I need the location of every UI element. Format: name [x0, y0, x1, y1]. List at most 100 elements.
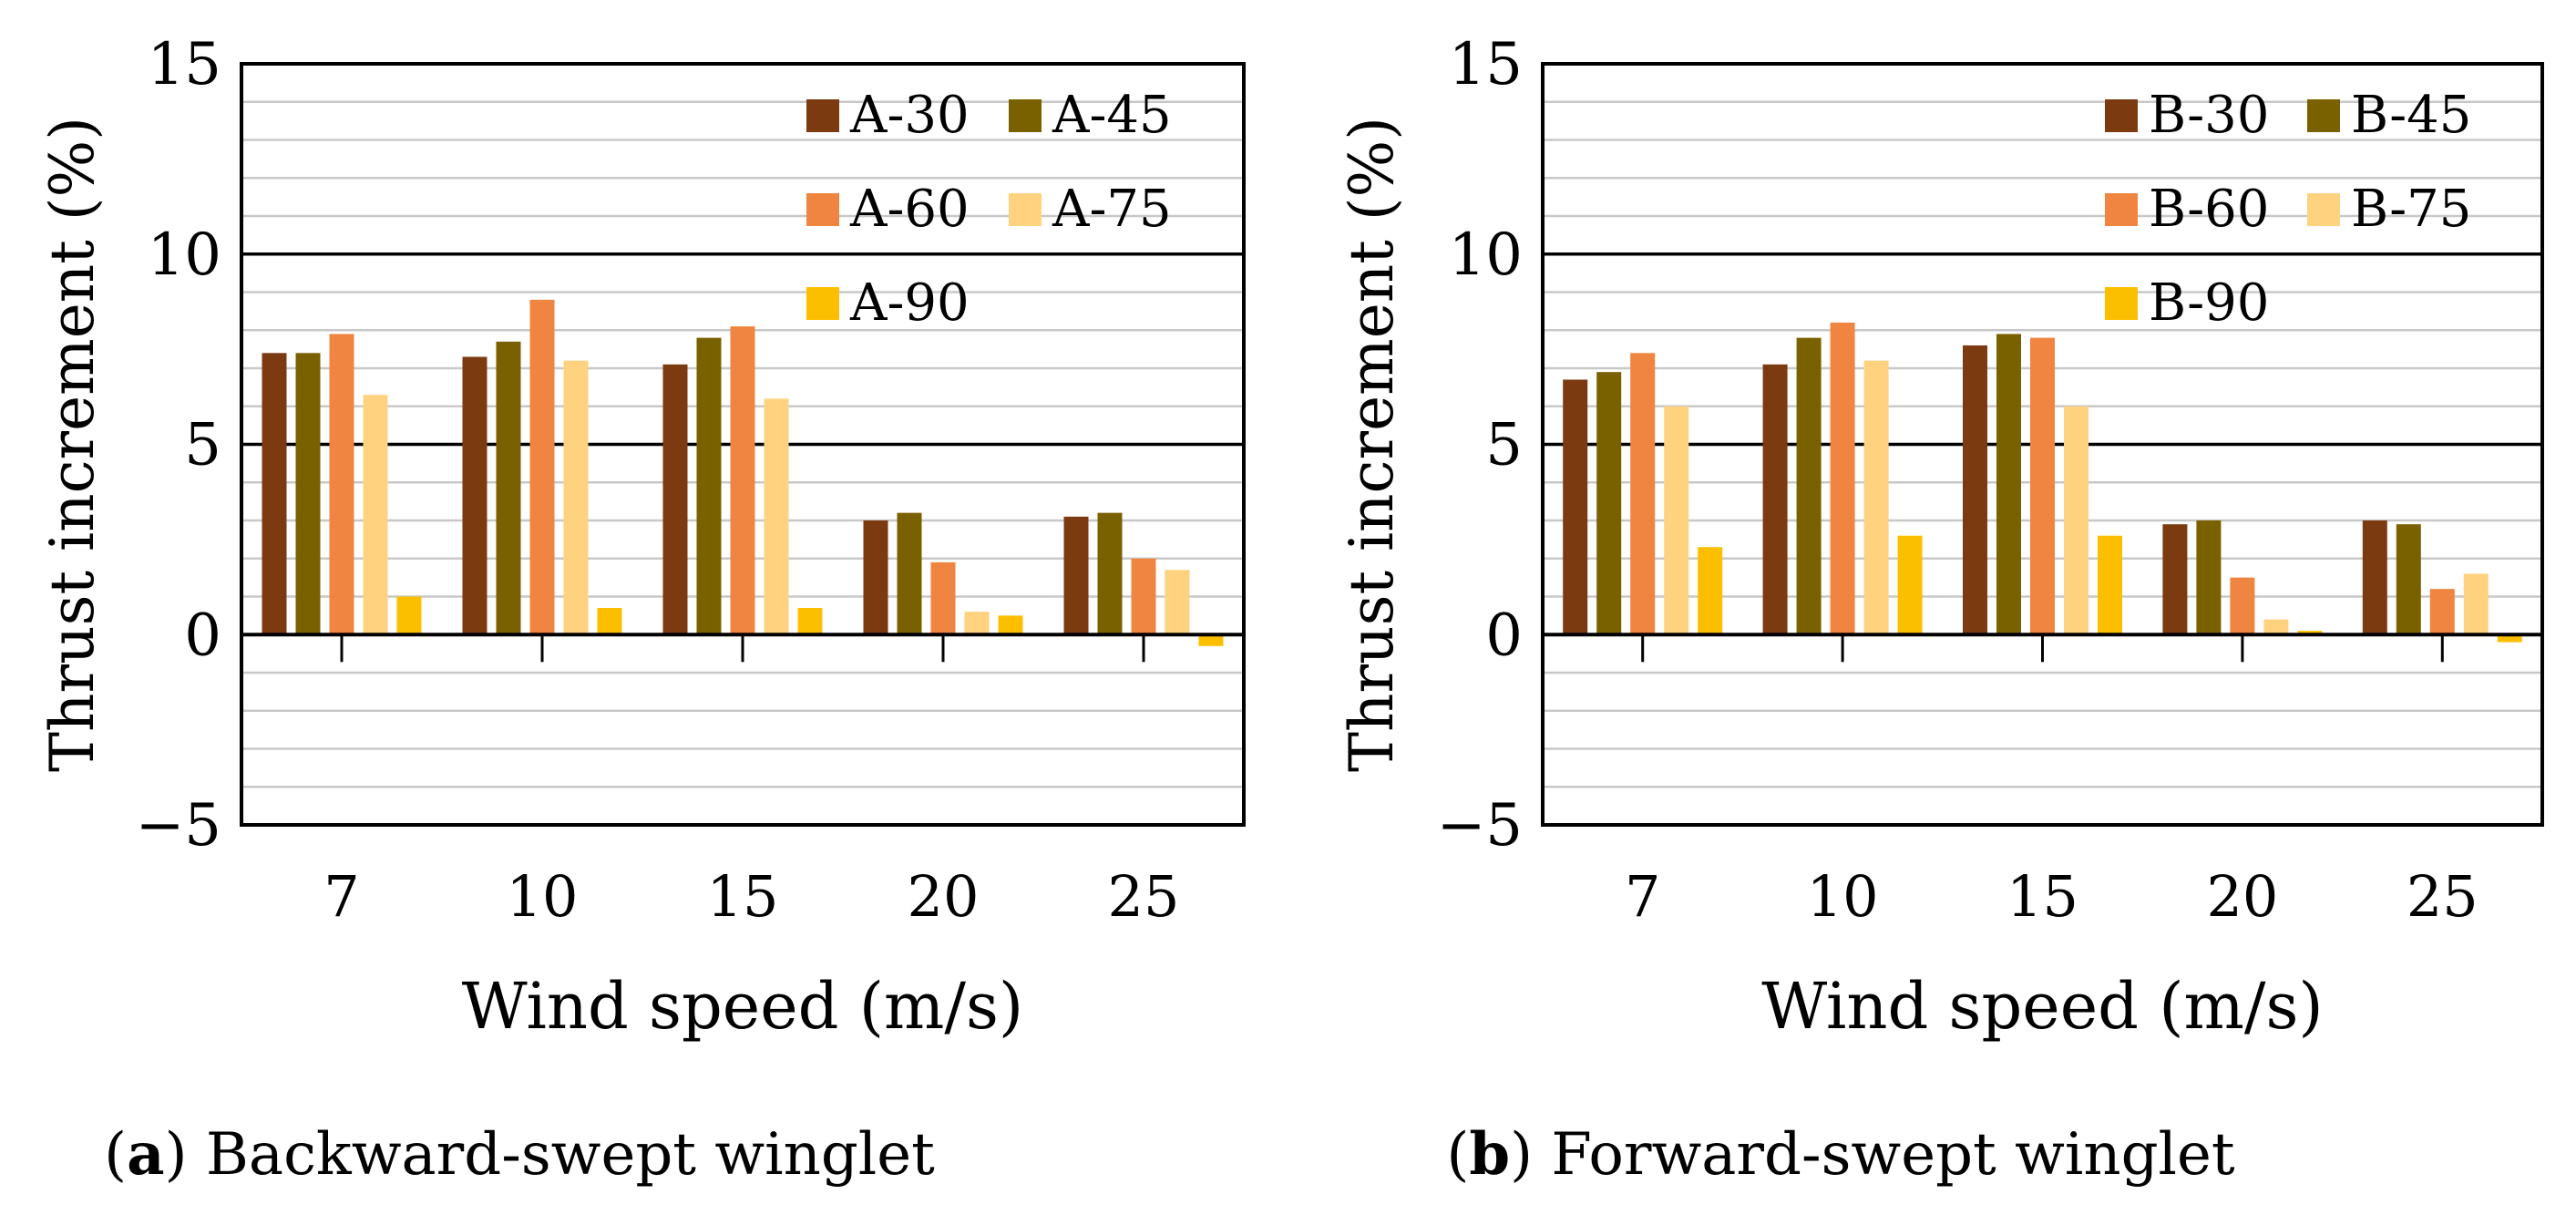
- bar-B-30-10: [1762, 364, 1788, 635]
- bar-A-75-7: [363, 395, 388, 635]
- x-tick-label: 7: [1625, 863, 1660, 930]
- x-tick-label: 10: [507, 863, 579, 930]
- bar-A-45-10: [496, 341, 521, 635]
- y-tick-label: 0: [184, 602, 221, 669]
- legend-label-B-30: B-30: [2149, 86, 2269, 145]
- legend-label-B-45: B-45: [2351, 86, 2471, 145]
- bar-B-30-7: [1563, 379, 1588, 635]
- legend-label-A-45: A-45: [1052, 86, 1172, 145]
- bar-A-30-25: [1063, 516, 1089, 635]
- legend-swatch-A-45: [1009, 99, 1042, 132]
- bar-B-30-15: [1963, 345, 1987, 635]
- caption-paren-open: (: [1446, 1121, 1469, 1189]
- legend-swatch-B-75: [2307, 193, 2340, 226]
- chart-panel-b: 7 10 15 20 25 15 10 5 0 −5 Thrust increment (%) Win…: [1337, 31, 2544, 1189]
- bar-B-45-10: [1796, 337, 1822, 635]
- y-tick-label: 5: [184, 412, 221, 479]
- bar-B-90-20: [2297, 631, 2323, 635]
- bar-A-75-25: [1165, 570, 1190, 635]
- panel-caption: (b) Forward-swept winglet: [1446, 1120, 2235, 1189]
- legend-swatch-B-30: [2105, 99, 2138, 132]
- bar-B-30-20: [2162, 524, 2188, 635]
- legend-label-B-75: B-75: [2351, 180, 2471, 239]
- legend-swatch-A-60: [806, 193, 839, 226]
- bar-A-75-20: [964, 612, 990, 635]
- x-tick-label: 7: [323, 863, 359, 930]
- bar-B-75-25: [2463, 573, 2489, 635]
- x-tick-label: 25: [1108, 863, 1180, 930]
- bar-B-75-20: [2263, 619, 2289, 635]
- bar-A-45-25: [1097, 512, 1123, 635]
- bar-B-90-15: [2098, 535, 2122, 635]
- bar-A-75-15: [764, 398, 789, 635]
- bar-B-45-25: [2396, 524, 2421, 635]
- bar-A-45-20: [897, 512, 922, 635]
- legend-swatch-B-45: [2307, 99, 2340, 132]
- legend-label-A-30: A-30: [849, 86, 970, 145]
- bar-B-90-10: [1897, 535, 1923, 635]
- bar-B-75-7: [1664, 406, 1689, 635]
- y-tick-label: 15: [1449, 31, 1523, 98]
- bar-A-30-10: [462, 356, 487, 635]
- bar-A-45-7: [295, 353, 321, 635]
- x-axis-label: Wind speed (m/s): [1761, 969, 2323, 1044]
- y-tick-label: 5: [1485, 412, 1523, 479]
- bar-B-45-15: [1996, 334, 2021, 635]
- caption-paren-open: (: [104, 1121, 127, 1189]
- bar-B-60-7: [1630, 353, 1656, 635]
- legend-swatch-A-75: [1009, 193, 1042, 226]
- legend-label-B-60: B-60: [2149, 180, 2269, 239]
- caption-letter: a: [127, 1120, 164, 1189]
- bar-A-90-25: [1198, 634, 1224, 646]
- chart-panel-a: 7 10 15 20 25 15 10 5 0 −5 Thrust increment (%) Win…: [37, 31, 1246, 1189]
- bar-B-60-10: [1830, 322, 1855, 635]
- bar-A-30-15: [662, 364, 688, 635]
- legend-swatch-A-30: [806, 99, 839, 132]
- legend-label-B-90: B-90: [2149, 273, 2269, 333]
- bar-A-60-15: [730, 326, 755, 635]
- y-tick-label: −5: [136, 792, 221, 860]
- bar-A-30-7: [262, 353, 287, 635]
- y-axis-label: Thrust increment (%): [1337, 117, 1407, 772]
- x-tick-label: 25: [2407, 863, 2479, 930]
- y-tick-label: 15: [148, 31, 221, 98]
- bar-A-60-25: [1131, 558, 1156, 635]
- x-axis-label: Wind speed (m/s): [462, 969, 1023, 1044]
- plot-frame: [240, 62, 1246, 827]
- legend-label-A-90: A-90: [849, 273, 970, 333]
- legend-swatch-B-60: [2105, 193, 2138, 226]
- bar-A-45-15: [696, 337, 722, 635]
- bar-A-30-20: [863, 520, 888, 635]
- x-tick-label: 10: [1807, 863, 1879, 930]
- y-tick-label: −5: [1437, 792, 1523, 860]
- legend-swatch-B-90: [2105, 287, 2138, 320]
- caption-text: ) Backward-swept winglet: [165, 1121, 936, 1189]
- x-tick-label: 15: [2006, 863, 2078, 930]
- bar-B-60-25: [2429, 589, 2455, 635]
- bar-A-90-20: [998, 615, 1023, 635]
- caption-text: ) Forward-swept winglet: [1510, 1121, 2235, 1189]
- bar-A-60-10: [529, 299, 555, 635]
- bar-A-90-7: [396, 596, 422, 635]
- bar-B-90-25: [2497, 634, 2522, 643]
- bar-A-60-7: [329, 334, 354, 635]
- panel-caption: (a) Backward-swept winglet: [104, 1120, 935, 1189]
- y-axis-label: Thrust increment (%): [37, 117, 108, 772]
- y-tick-label: 10: [1449, 221, 1523, 289]
- bar-A-60-20: [930, 561, 956, 635]
- x-tick-label: 20: [2206, 863, 2278, 930]
- legend-label-A-75: A-75: [1052, 180, 1172, 239]
- plot-frame: [1541, 62, 2544, 827]
- bar-B-60-20: [2230, 577, 2255, 635]
- bar-B-30-25: [2362, 520, 2387, 635]
- x-tick-label: 15: [707, 863, 779, 930]
- caption-letter: b: [1469, 1120, 1510, 1189]
- bar-A-90-15: [797, 608, 823, 635]
- y-tick-label: 0: [1485, 602, 1523, 669]
- bar-B-45-20: [2196, 520, 2222, 635]
- bar-A-90-10: [597, 608, 622, 635]
- bar-B-75-15: [2064, 406, 2089, 635]
- bar-B-75-10: [1863, 360, 1889, 635]
